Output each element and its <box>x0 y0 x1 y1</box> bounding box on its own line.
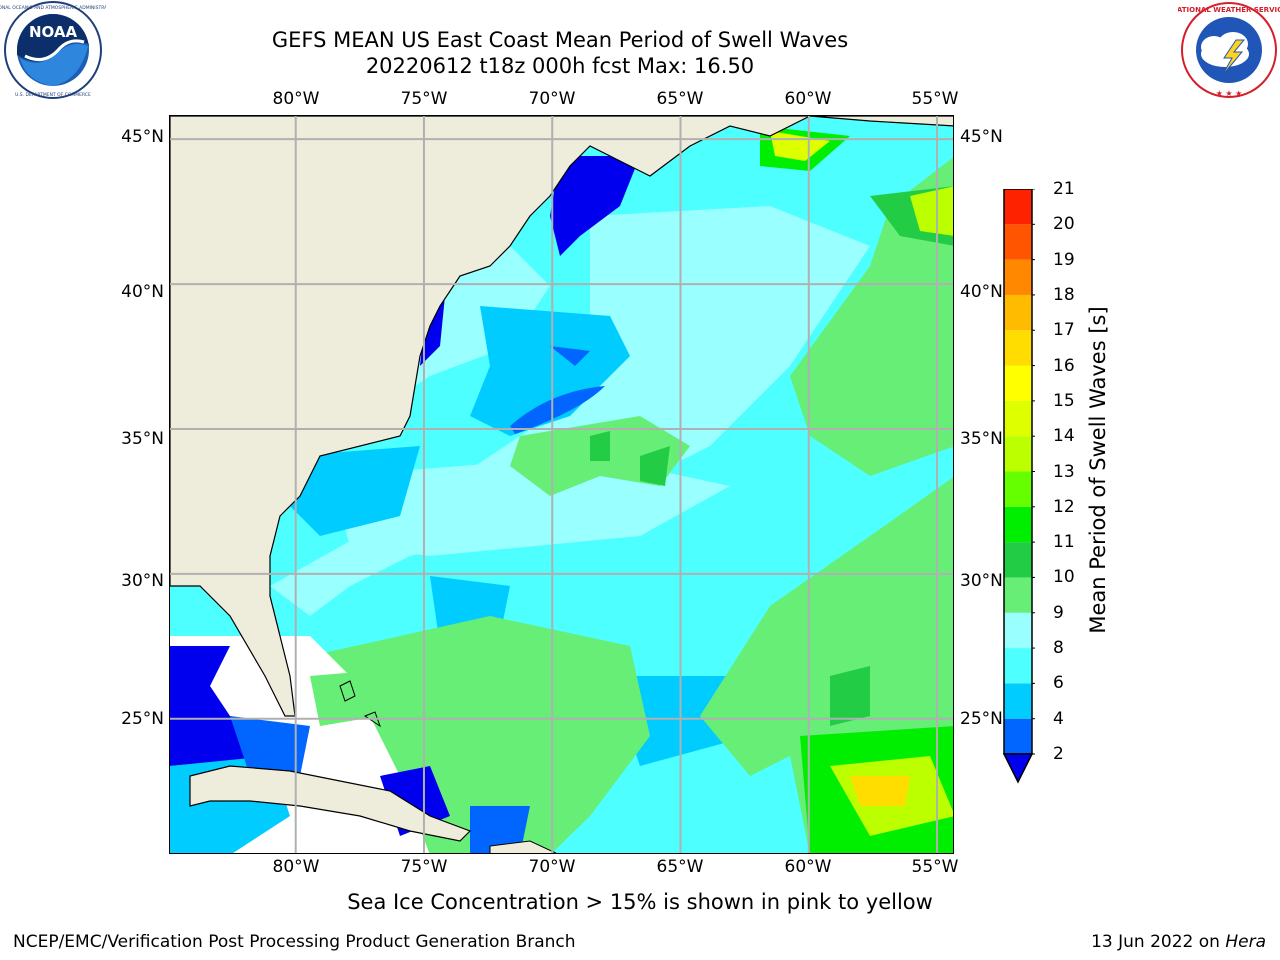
colorbar-band <box>1004 259 1032 295</box>
colorbar-tick-label: 18 <box>1053 284 1075 305</box>
land <box>170 116 953 853</box>
colorbar-tick-label: 9 <box>1053 602 1064 623</box>
lat-label-right: 40°N <box>960 282 1003 302</box>
colorbar-tick-label: 20 <box>1053 214 1075 235</box>
lon-label-bottom: 60°W <box>784 857 832 877</box>
footer-date-text: 13 Jun 2022 on <box>1091 932 1226 952</box>
footer-credit: NCEP/EMC/Verification Post Processing Pr… <box>13 932 576 952</box>
lon-label-bottom: 55°W <box>911 857 959 877</box>
colorbar-band <box>1004 683 1032 719</box>
colorbar-tick-label: 17 <box>1053 320 1075 341</box>
colorbar <box>1003 189 1035 784</box>
lon-label-bottom: 65°W <box>656 857 704 877</box>
lon-label-top: 60°W <box>784 89 832 109</box>
svg-text:NOAA: NOAA <box>29 23 78 41</box>
svg-text:U.S. DEPARTMENT OF COMMERCE: U.S. DEPARTMENT OF COMMERCE <box>15 92 91 98</box>
colorbar-title: Mean Period of Swell Waves [s] <box>1086 306 1110 634</box>
colorbar-tick-label: 12 <box>1053 496 1075 517</box>
lat-label-left: 35°N <box>121 429 164 449</box>
colorbar-band <box>1004 577 1032 613</box>
lat-label-right: 45°N <box>960 127 1003 147</box>
map-subtitle: 20220612 t18z 000h fcst Max: 16.50 <box>365 54 755 78</box>
colorbar-tick-label: 8 <box>1053 638 1064 659</box>
colorbar-band <box>1004 224 1032 260</box>
footer-date: 13 Jun 2022 on Hera <box>1091 932 1266 952</box>
colorbar-tick-label: 16 <box>1053 355 1075 376</box>
lat-label-right: 25°N <box>960 709 1003 729</box>
footer-host: Hera <box>1225 932 1266 952</box>
colorbar-band <box>1004 330 1032 366</box>
lat-label-right: 35°N <box>960 429 1003 449</box>
colorbar-tick-label: 15 <box>1053 390 1075 411</box>
lat-label-left: 40°N <box>121 282 164 302</box>
lon-label-top: 75°W <box>400 89 448 109</box>
lon-label-bottom: 75°W <box>400 857 448 877</box>
colorbar-band <box>1004 542 1032 578</box>
colorbar-tick-label: 21 <box>1053 179 1075 199</box>
lon-label-top: 55°W <box>911 89 959 109</box>
colorbar-band <box>1004 506 1032 543</box>
colorbar-band <box>1004 189 1032 225</box>
colorbar-tick-label: 19 <box>1053 249 1075 270</box>
graticule <box>170 116 953 853</box>
colorbar-tick-label: 6 <box>1053 673 1064 694</box>
colorbar-tick-label: 4 <box>1053 708 1064 729</box>
lat-label-left: 25°N <box>121 709 164 729</box>
map-title: GEFS MEAN US East Coast Mean Period of S… <box>271 28 849 52</box>
colorbar-extend-min <box>1003 753 1034 784</box>
colorbar-band <box>1004 612 1032 649</box>
colorbar-band <box>1004 294 1032 331</box>
colorbar-band <box>1004 365 1032 401</box>
noaa-logo: NOAA NATIONAL OCEANIC AND ATMOSPHERIC AD… <box>0 0 118 100</box>
colorbar-band <box>1004 471 1032 507</box>
colorbar-tick-label: 13 <box>1053 461 1075 482</box>
sea-ice-note: Sea Ice Concentration > 15% is shown in … <box>347 890 933 914</box>
colorbar-tick-label: 11 <box>1053 532 1075 553</box>
colorbar-band <box>1004 436 1032 472</box>
svg-text:NATIONAL WEATHER SERVICE: NATIONAL WEATHER SERVICE <box>1178 6 1280 14</box>
svg-text:★ ★ ★: ★ ★ ★ <box>1216 89 1243 98</box>
nws-logo: NATIONAL WEATHER SERVICE ★ ★ ★ <box>1171 0 1280 100</box>
colorbar-tick-label: 10 <box>1053 567 1075 588</box>
lon-label-bottom: 70°W <box>528 857 576 877</box>
lon-label-top: 65°W <box>656 89 704 109</box>
colorbar-tick-label: 2 <box>1053 744 1064 764</box>
lat-label-right: 30°N <box>960 571 1003 591</box>
lat-label-left: 45°N <box>121 127 164 147</box>
svg-text:NATIONAL OCEANIC AND ATMOSPHER: NATIONAL OCEANIC AND ATMOSPHERIC ADMINIS… <box>0 5 106 11</box>
colorbar-band <box>1004 718 1032 754</box>
lat-label-left: 30°N <box>121 571 164 591</box>
map-panel <box>169 115 954 854</box>
colorbar-band <box>1004 400 1032 437</box>
colorbar-band <box>1004 648 1032 684</box>
colorbar-tick-label: 14 <box>1053 426 1075 447</box>
lon-label-bottom: 80°W <box>272 857 320 877</box>
lon-label-top: 80°W <box>272 89 320 109</box>
lon-label-top: 70°W <box>528 89 576 109</box>
